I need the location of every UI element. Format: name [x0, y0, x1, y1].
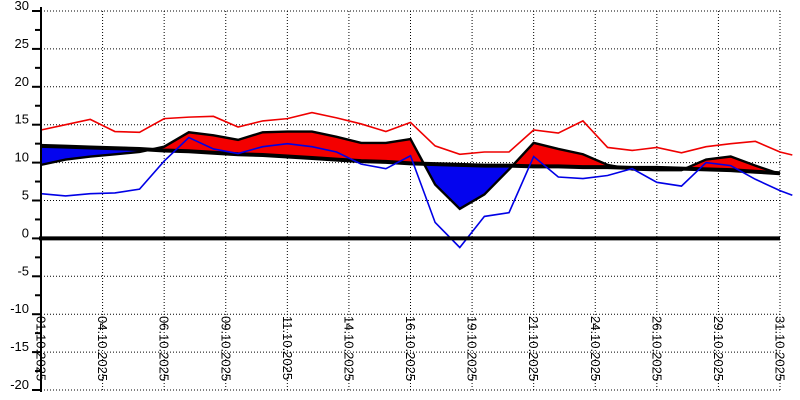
- y-axis: [32, 7, 42, 392]
- y-tick-label: 5: [22, 188, 29, 203]
- y-tick-label: -10: [10, 301, 29, 316]
- x-date-label: 06.10.2025: [157, 316, 172, 381]
- y-tick-label: 30: [15, 0, 29, 13]
- y-tick-label: 20: [15, 74, 29, 89]
- daily-mean-line: [40, 130, 781, 211]
- x-date-label: 01.10.2025: [34, 316, 49, 381]
- cold-anomaly-fill: [423, 163, 513, 209]
- y-tick-label: -5: [17, 263, 29, 278]
- x-date-label: 29.10.2025: [711, 316, 726, 381]
- daily-max-line: [40, 111, 793, 156]
- warm-anomaly-fill: [150, 131, 424, 164]
- x-date-label: 09.10.2025: [218, 316, 233, 381]
- y-tick-label: 15: [15, 112, 29, 127]
- x-date-label: 11.10.2025: [280, 316, 295, 380]
- x-date-label: 21.10.2025: [526, 316, 541, 381]
- x-date-labels: 01.10.2025 04.10.2025 06.10.2025 09.10.2025…: [34, 316, 788, 381]
- x-date-label: 14.10.2025: [341, 316, 356, 381]
- x-date-label: 16.10.2025: [403, 316, 418, 381]
- y-tick-label: 0: [22, 225, 29, 240]
- x-date-label: 04.10.2025: [95, 316, 110, 381]
- y-tick-label: 25: [15, 36, 29, 51]
- x-date-label: 19.10.2025: [465, 316, 480, 381]
- x-date-label: 31.10.2025: [773, 316, 788, 381]
- y-tick-label: 10: [15, 150, 29, 165]
- y-tick-label: -15: [10, 339, 29, 354]
- x-date-label: 26.10.2025: [649, 316, 664, 381]
- daily-min-line: [40, 136, 793, 249]
- x-date-label: 24.10.2025: [588, 316, 603, 381]
- y-tick-label: -20: [10, 377, 29, 392]
- v-gridlines: [40, 11, 781, 390]
- y-tick-labels: 30 25 20 15 10 5 0 -5 -10 -15 -20: [10, 0, 29, 392]
- climate-normal-line: [40, 143, 781, 176]
